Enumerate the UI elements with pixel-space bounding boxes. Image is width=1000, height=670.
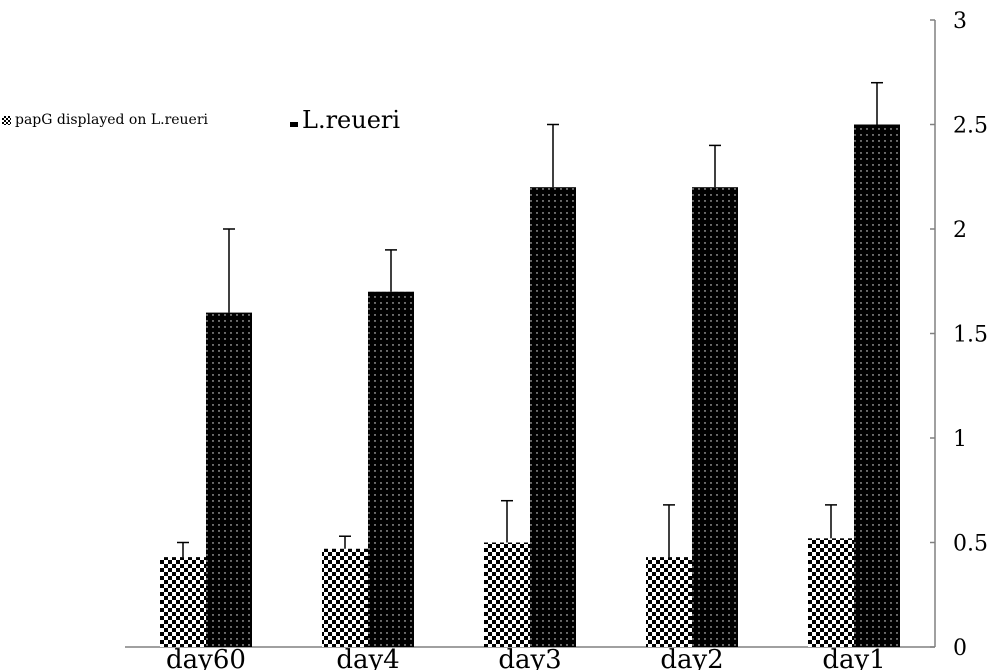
legend-item-lreueri: L.reueri — [290, 100, 400, 140]
error-bar-papg-day2 — [663, 504, 675, 558]
legend-item-papg: papG displayed on L.reueri — [2, 100, 208, 140]
y-tick-label: 1 — [953, 427, 967, 452]
error-bar-lreueri-day3 — [547, 123, 559, 188]
y-ticks-layer: 0 0.5 1 1.5 2 2.5 3 — [930, 9, 988, 661]
x-tick-label: day3 — [498, 645, 561, 670]
y-tick-label: 2.5 — [953, 114, 988, 139]
bar-papg-day3 — [484, 542, 530, 647]
bar-papg-day4 — [322, 548, 368, 647]
error-bar-papg-day3 — [501, 499, 513, 543]
y-tick-label: 0.5 — [953, 532, 988, 557]
error-bar-papg-day60 — [177, 541, 189, 558]
error-bar-lreueri-day1 — [871, 81, 883, 125]
bar-lreueri-day2 — [692, 187, 738, 647]
legend-label-papg: papG displayed on L.reueri — [15, 112, 209, 128]
x-categories-layer: day60 day4 day3 day2 day1 — [166, 645, 886, 670]
x-tick-label: day60 — [166, 645, 246, 670]
error-bar-papg-day4 — [339, 535, 351, 549]
error-bar-lreueri-day2 — [709, 144, 721, 188]
bar-lreueri-day4 — [368, 291, 414, 647]
dots-swatch-icon — [290, 121, 298, 127]
error-bar-papg-day1 — [825, 504, 837, 539]
x-tick-label: day2 — [660, 645, 723, 670]
bar-lreueri-day3 — [530, 187, 576, 647]
bar-papg-day1 — [808, 538, 854, 647]
error-bar-lreueri-day4 — [385, 249, 397, 292]
x-tick-label: day1 — [822, 645, 885, 670]
checker-swatch-icon — [2, 115, 11, 125]
bar-papg-day2 — [646, 557, 692, 647]
y-tick-label: 2 — [953, 218, 967, 243]
bar-lreueri-day1 — [854, 124, 900, 647]
y-tick-label: 3 — [953, 9, 967, 34]
y-tick-label: 0 — [953, 636, 967, 661]
bars-layer — [160, 81, 900, 647]
error-bar-lreueri-day60 — [223, 228, 235, 313]
bar-papg-day60 — [160, 557, 206, 647]
bar-lreueri-day60 — [206, 312, 252, 647]
y-tick-label: 1.5 — [953, 323, 988, 348]
legend-label-lreueri: L.reueri — [302, 106, 401, 134]
x-tick-label: day4 — [336, 645, 399, 670]
